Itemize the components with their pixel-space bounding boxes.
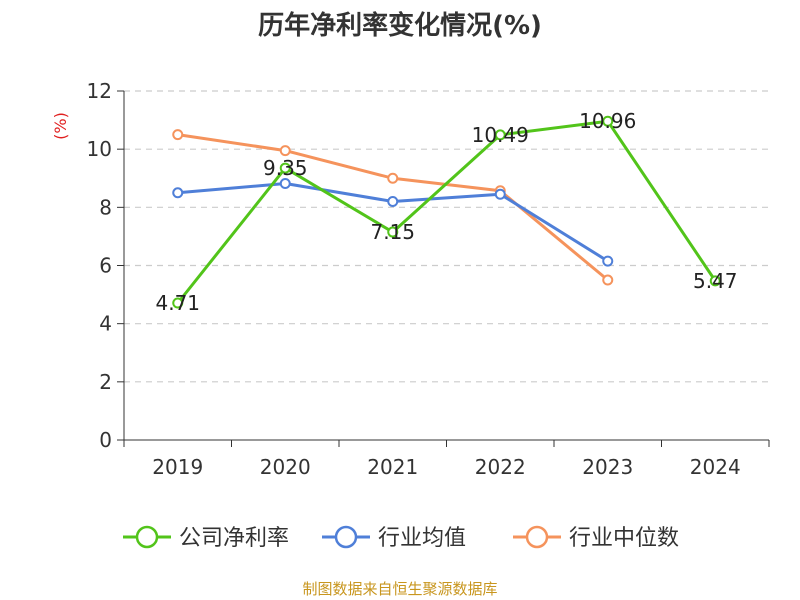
legend-label: 行业均值 (378, 526, 466, 551)
y-tick-label: 6 (99, 254, 112, 278)
data-label: 5.47 (693, 269, 738, 293)
y-axis-label: (%) (51, 112, 70, 140)
legend-marker (135, 525, 159, 549)
y-tick-label: 0 (99, 428, 112, 452)
data-point[interactable] (494, 129, 506, 141)
data-point[interactable] (602, 255, 614, 267)
data-label: 7.15 (370, 220, 415, 244)
data-point[interactable] (387, 172, 399, 184)
data-point[interactable] (387, 196, 399, 208)
data-label: 9.35 (263, 156, 308, 180)
legend-item[interactable]: 行业均值 (322, 525, 466, 551)
y-tick-label: 10 (87, 137, 112, 161)
series-line (176, 119, 717, 304)
data-point[interactable] (172, 187, 184, 199)
data-point[interactable] (172, 129, 184, 141)
data-point[interactable] (709, 275, 721, 287)
x-tick-label: 2023 (582, 455, 633, 479)
x-tick-label: 2020 (260, 455, 311, 479)
series-group (172, 115, 721, 309)
data-label: 4.71 (155, 291, 200, 315)
legend-marker (525, 525, 549, 549)
y-tick-label: 4 (99, 312, 112, 336)
data-labels: 4.71 9.35 7.15 10.49 10.96 5.47 (155, 109, 737, 315)
x-tick-label: 2021 (367, 455, 418, 479)
data-label: 10.96 (579, 109, 636, 133)
legend-item[interactable]: 公司净利率 (123, 525, 289, 551)
data-point[interactable] (279, 162, 291, 174)
legend-label: 公司净利率 (179, 526, 289, 551)
chart-title: 历年净利率变化情况(%) (258, 10, 542, 41)
data-point[interactable] (387, 226, 399, 238)
grid-lines (124, 90, 769, 383)
y-tick-label: 2 (99, 370, 112, 394)
data-point[interactable] (279, 177, 291, 189)
legend-item[interactable]: 行业中位数 (513, 525, 679, 551)
x-tick-label: 2019 (152, 455, 203, 479)
data-label: 10.49 (472, 123, 529, 147)
data-point[interactable] (602, 115, 614, 127)
axes: 0 2 4 6 8 10 12 2019 2020 2021 2022 2023 2024 (87, 79, 770, 479)
data-point[interactable] (279, 145, 291, 157)
y-tick-label: 12 (87, 79, 112, 103)
x-tick-label: 2022 (475, 455, 526, 479)
legend-label: 行业中位数 (569, 526, 679, 551)
data-point[interactable] (602, 274, 614, 286)
legend[interactable]: 公司净利率 行业均值 行业中位数 (123, 525, 679, 551)
y-tick-label: 8 (99, 195, 112, 219)
data-point[interactable] (172, 297, 184, 309)
data-point[interactable] (494, 188, 506, 200)
legend-marker (334, 525, 358, 549)
source-note: 制图数据来自恒生聚源数据库 (302, 580, 497, 598)
x-tick-label: 2024 (690, 455, 741, 479)
